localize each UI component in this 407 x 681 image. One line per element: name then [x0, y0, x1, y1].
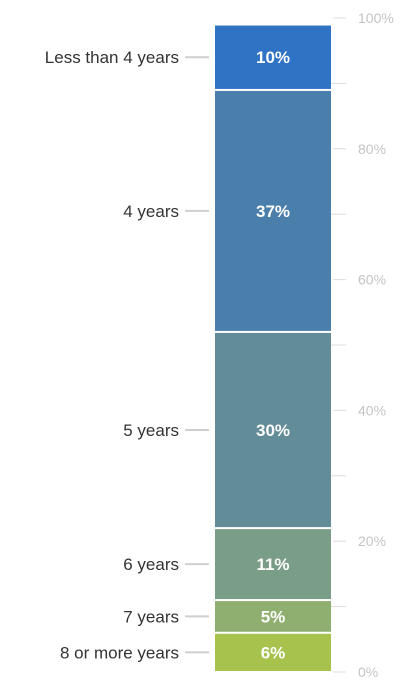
segment-value-label: 10%: [256, 48, 290, 67]
axis-tick-label: 60%: [358, 272, 386, 288]
segment-value-label: 30%: [256, 421, 290, 440]
bar-segment: [215, 529, 331, 600]
axis-tick-label: 80%: [358, 141, 386, 157]
axis-tick-label: 100%: [358, 10, 394, 26]
bar-segment: [215, 601, 331, 632]
category-label: Less than 4 years: [45, 48, 179, 67]
segment-value-label: 6%: [261, 643, 286, 662]
bar-segment: [215, 25, 331, 89]
category-label: 8 or more years: [60, 643, 179, 662]
axis-tick-label: 40%: [358, 402, 386, 418]
category-label: 7 years: [123, 607, 179, 626]
bar-segment: [215, 633, 331, 671]
segment-value-label: 37%: [256, 202, 290, 221]
axis-tick-label: 0%: [358, 664, 378, 680]
category-label: 5 years: [123, 421, 179, 440]
segment-value-label: 5%: [261, 607, 286, 626]
axis-tick-label: 20%: [358, 533, 386, 549]
segment-value-label: 11%: [256, 555, 289, 574]
category-label: 4 years: [123, 202, 179, 221]
bar-segment: [215, 90, 331, 331]
category-label: 6 years: [123, 555, 179, 574]
bar-segment: [215, 332, 331, 528]
